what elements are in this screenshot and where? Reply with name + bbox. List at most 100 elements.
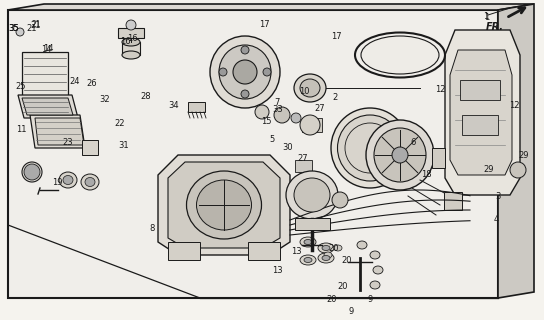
Text: 14: 14 <box>41 45 52 54</box>
Ellipse shape <box>370 281 380 289</box>
Circle shape <box>510 162 526 178</box>
Text: 1: 1 <box>484 12 489 20</box>
Text: 25: 25 <box>15 82 26 91</box>
Ellipse shape <box>322 245 330 251</box>
Text: 13: 13 <box>272 266 283 275</box>
Ellipse shape <box>219 45 271 99</box>
Polygon shape <box>82 140 98 155</box>
Circle shape <box>274 107 290 123</box>
Polygon shape <box>188 102 205 112</box>
Text: 33: 33 <box>272 105 283 114</box>
Ellipse shape <box>370 251 380 259</box>
Ellipse shape <box>337 115 403 181</box>
Polygon shape <box>460 80 500 100</box>
Circle shape <box>332 192 348 208</box>
Text: 15: 15 <box>261 117 272 126</box>
Text: 10: 10 <box>299 87 310 96</box>
Circle shape <box>241 90 249 98</box>
Text: 6: 6 <box>411 138 416 147</box>
Circle shape <box>24 164 40 180</box>
Text: 19: 19 <box>52 178 63 187</box>
Polygon shape <box>30 115 85 148</box>
Text: 27: 27 <box>297 154 308 163</box>
Text: 4: 4 <box>493 215 499 224</box>
Text: 32: 32 <box>99 95 110 104</box>
Text: 31: 31 <box>119 141 129 150</box>
Text: 24: 24 <box>70 77 81 86</box>
Ellipse shape <box>334 245 342 251</box>
Circle shape <box>255 105 269 119</box>
Polygon shape <box>8 4 534 10</box>
Text: 21: 21 <box>31 20 41 28</box>
Text: 16: 16 <box>120 37 131 46</box>
Ellipse shape <box>318 243 334 253</box>
Ellipse shape <box>122 38 140 46</box>
Text: 16: 16 <box>127 34 137 43</box>
Text: 34: 34 <box>169 101 180 110</box>
Text: 13: 13 <box>291 247 302 256</box>
Circle shape <box>16 28 24 36</box>
Ellipse shape <box>196 180 251 230</box>
Text: 5: 5 <box>269 135 275 144</box>
Polygon shape <box>8 10 498 298</box>
Circle shape <box>219 68 227 76</box>
Ellipse shape <box>300 237 316 247</box>
Ellipse shape <box>304 258 312 262</box>
Text: FR.: FR. <box>486 22 504 32</box>
Text: 3: 3 <box>495 192 500 201</box>
Polygon shape <box>498 4 534 298</box>
Polygon shape <box>295 218 330 230</box>
Polygon shape <box>444 192 462 210</box>
Ellipse shape <box>85 178 95 187</box>
Text: 12: 12 <box>509 100 520 109</box>
Polygon shape <box>462 115 498 135</box>
Polygon shape <box>158 155 290 255</box>
Text: 28: 28 <box>140 92 151 100</box>
Text: 26: 26 <box>86 79 97 88</box>
Ellipse shape <box>331 108 409 188</box>
Polygon shape <box>118 28 144 38</box>
Text: 11: 11 <box>16 125 27 134</box>
Text: 21: 21 <box>31 20 41 29</box>
Circle shape <box>300 115 320 135</box>
Text: 17: 17 <box>331 32 342 41</box>
Ellipse shape <box>366 120 434 190</box>
Text: 35: 35 <box>9 23 20 33</box>
Polygon shape <box>18 95 78 118</box>
Polygon shape <box>445 30 520 195</box>
Text: 20: 20 <box>326 295 337 304</box>
Ellipse shape <box>122 51 140 59</box>
Ellipse shape <box>294 178 330 212</box>
Ellipse shape <box>374 128 426 182</box>
Text: 9: 9 <box>348 308 354 316</box>
Polygon shape <box>168 242 200 260</box>
Text: 23: 23 <box>63 138 73 147</box>
Text: 14: 14 <box>43 44 53 52</box>
Text: 7: 7 <box>275 98 280 107</box>
Text: 27: 27 <box>314 104 325 113</box>
Ellipse shape <box>300 255 316 265</box>
Text: 22: 22 <box>114 119 125 128</box>
Polygon shape <box>22 52 68 98</box>
Circle shape <box>241 46 249 54</box>
Ellipse shape <box>357 241 367 249</box>
Text: 20: 20 <box>329 244 339 252</box>
Text: 20: 20 <box>342 256 353 265</box>
Circle shape <box>263 68 271 76</box>
Ellipse shape <box>322 255 330 260</box>
Text: 21: 21 <box>26 24 37 33</box>
Ellipse shape <box>324 252 332 258</box>
Text: 29: 29 <box>483 165 494 174</box>
Text: 2: 2 <box>332 93 337 102</box>
Ellipse shape <box>81 174 99 190</box>
Polygon shape <box>450 50 512 175</box>
Ellipse shape <box>304 239 312 244</box>
Ellipse shape <box>318 253 334 263</box>
Ellipse shape <box>187 171 262 239</box>
Ellipse shape <box>361 36 439 74</box>
Polygon shape <box>122 42 140 55</box>
Text: 18: 18 <box>421 170 432 179</box>
Ellipse shape <box>300 79 320 97</box>
Text: 9: 9 <box>367 295 373 304</box>
Polygon shape <box>168 162 280 248</box>
